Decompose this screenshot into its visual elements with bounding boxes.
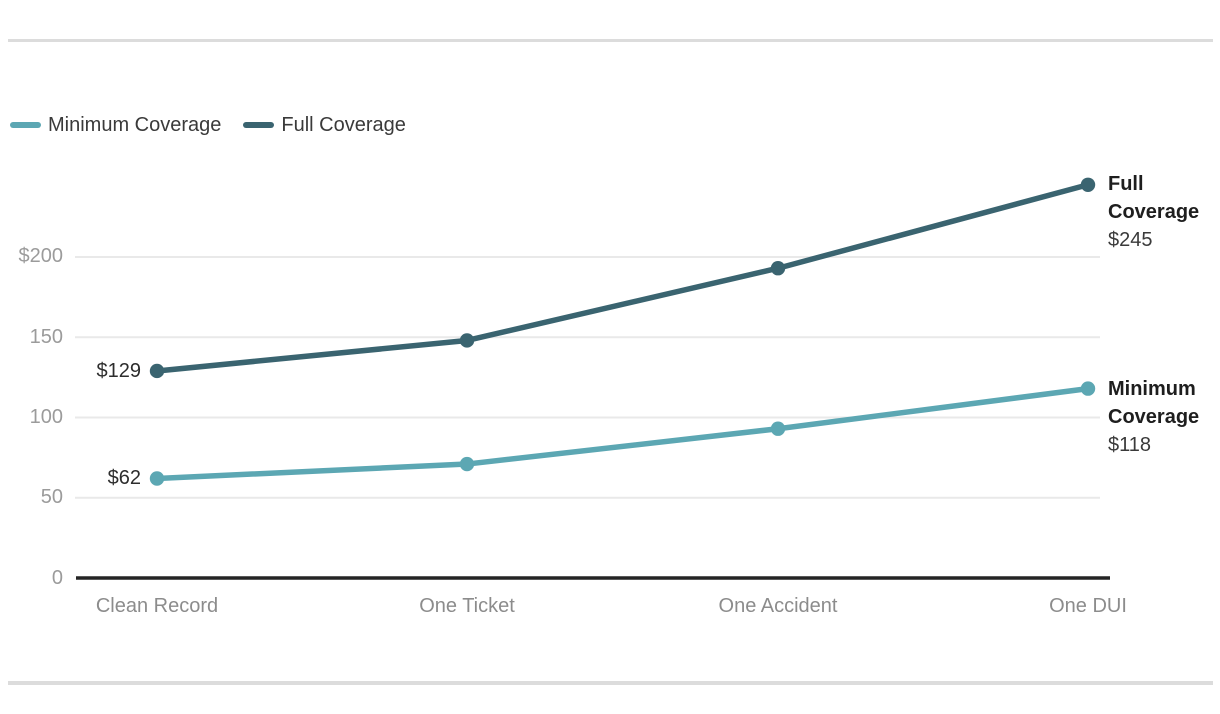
x-category-label-clean-record: Clean Record	[95, 595, 219, 617]
end-label-minimum-coverage-value: $118	[1108, 434, 1152, 456]
bottom-divider	[8, 681, 1213, 685]
y-tick-label-0: 0	[51, 567, 63, 589]
legend-item-minimum-coverage: Minimum Coverage	[10, 112, 221, 138]
legend-label-minimum-coverage: Minimum Coverage	[48, 114, 222, 136]
y-tick-label-150: 150	[29, 326, 63, 348]
y-tick-label-50: 50	[40, 486, 63, 508]
series-line-minimum-coverage	[154, 385, 1091, 482]
top-divider	[8, 39, 1213, 42]
end-label-full-coverage-title: Full Coverage	[1108, 173, 1200, 223]
x-category-label-one-ticket: One Ticket	[419, 595, 515, 617]
data-point-full-coverage-3	[1080, 177, 1096, 192]
legend-label-full-coverage: Full Coverage	[281, 114, 406, 136]
legend-swatch-full-coverage	[243, 122, 275, 128]
data-point-minimum-coverage-1	[459, 456, 475, 472]
legend-item-full-coverage: Full Coverage	[243, 112, 406, 138]
x-category-label-one-dui: One DUI	[1049, 595, 1127, 617]
data-point-minimum-coverage-0	[149, 471, 165, 486]
end-label-minimum-coverage: Minimum Coverage $118	[1108, 375, 1220, 459]
chart-legend: Minimum Coverage Full Coverage	[10, 112, 406, 138]
end-label-full-coverage: Full Coverage $245	[1108, 170, 1220, 254]
y-tick-label-100: 100	[29, 406, 63, 428]
end-label-full-coverage-value: $245	[1108, 229, 1153, 251]
y-tick-label-200: $200	[18, 245, 64, 267]
x-category-label-one-accident: One Accident	[718, 595, 838, 617]
start-value-label-minimum-coverage: $62	[107, 467, 141, 489]
end-label-minimum-coverage-title: Minimum Coverage	[1108, 378, 1200, 428]
data-point-minimum-coverage-3	[1080, 381, 1096, 396]
data-point-full-coverage-0	[149, 363, 165, 379]
data-point-full-coverage-1	[459, 333, 475, 348]
start-value-label-full-coverage: $129	[96, 360, 142, 382]
data-point-minimum-coverage-2	[770, 421, 786, 436]
legend-swatch-minimum-coverage	[10, 122, 41, 128]
series-line-full-coverage	[154, 182, 1091, 374]
data-point-full-coverage-2	[770, 261, 786, 276]
